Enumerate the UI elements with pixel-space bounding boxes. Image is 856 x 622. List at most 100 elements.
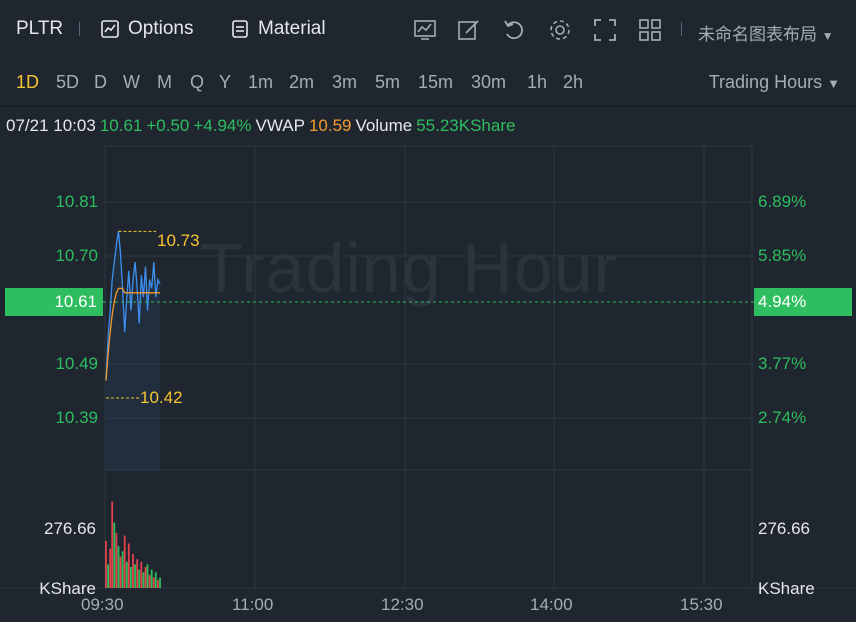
volume-bar — [123, 535, 126, 588]
trading-hours-selector[interactable]: Trading Hours ▼ — [709, 72, 840, 93]
timeframe-2h[interactable]: 2h — [563, 72, 584, 92]
volume-bar — [105, 540, 107, 588]
options-label: Options — [128, 18, 194, 39]
timeframe-y[interactable]: Y — [219, 72, 232, 92]
volume-bar — [132, 554, 134, 588]
vwap-value: 10.59 — [308, 116, 352, 135]
header-divider — [0, 106, 856, 107]
volume-bar — [127, 543, 130, 588]
volume-bar — [117, 546, 120, 588]
volume-bar — [142, 572, 145, 588]
volume-bar — [134, 564, 136, 588]
volume-unit-right: KShare — [758, 579, 815, 598]
top-toolbar: PLTR Options Material 未命名图表布局 ▼ — [0, 0, 856, 60]
quote-datetime: 07/21 10:03 — [6, 116, 96, 135]
pct-tick-right: 3.77% — [758, 354, 807, 373]
grid-layout-icon[interactable] — [637, 17, 663, 43]
volume-bar — [159, 577, 161, 588]
time-tick: 11:00 — [232, 595, 274, 614]
price-tick-left: 10.49 — [55, 354, 98, 373]
current-price-marker: 10.61 — [5, 288, 103, 316]
material-label: Material — [258, 18, 326, 39]
volume-bar — [115, 533, 118, 588]
symbol-button[interactable]: PLTR — [16, 18, 63, 40]
volume-bar — [154, 572, 157, 588]
volume-value: 55.23KShare — [416, 116, 516, 135]
timeframe-q[interactable]: Q — [190, 72, 205, 92]
toolbar-divider — [681, 22, 682, 36]
trading-hours-label: Trading Hours — [708, 72, 823, 92]
low-price-label: 10.42 — [140, 388, 183, 407]
timeframe-5d[interactable]: 5D — [56, 72, 80, 92]
volume-bar — [144, 567, 147, 588]
volume-bar — [109, 548, 112, 588]
volume-tick-right: 276.66 — [758, 519, 810, 538]
timeframe-1m[interactable]: 1m — [248, 72, 274, 92]
volume-bar — [113, 522, 116, 588]
undo-icon[interactable] — [501, 17, 527, 43]
time-tick: 12:30 — [381, 595, 424, 614]
price-tick-left: 10.81 — [55, 192, 98, 211]
options-button[interactable]: Options — [100, 18, 193, 40]
quote-change: +0.50 — [146, 116, 190, 135]
timeframe-3m[interactable]: 3m — [332, 72, 358, 92]
volume-tick-left: 276.66 — [44, 519, 96, 538]
layout-name-label: 未命名图表布局 — [698, 25, 817, 44]
volume-bar — [121, 551, 124, 588]
volume-bar — [107, 564, 109, 588]
plot-border — [104, 145, 753, 589]
draw-icon[interactable] — [456, 17, 482, 43]
volume-bar — [136, 559, 139, 588]
timeframe-5m[interactable]: 5m — [375, 72, 401, 92]
volume-bar — [148, 574, 151, 588]
symbol-label: PLTR — [16, 18, 64, 39]
options-chart-icon — [101, 20, 119, 38]
volume-bar — [125, 561, 128, 588]
chevron-down-icon: ▼ — [821, 29, 834, 43]
volume-bar — [111, 501, 114, 588]
volume-bar — [119, 556, 122, 588]
timeframe-bar: Trading Hours ▼ 1D 5D D W M Q Y 1m 2m 3m 5m 15m 30m 1… — [0, 60, 856, 106]
vwap-label: VWAP — [255, 116, 305, 135]
settings-icon[interactable] — [547, 17, 573, 43]
timeframe-1h[interactable]: 1h — [527, 72, 548, 92]
quote-price: 10.61 — [99, 116, 143, 135]
volume-bar — [157, 580, 159, 588]
current-pct-marker: 4.94% — [754, 288, 852, 316]
chart-watermark: Trading Hour — [200, 229, 618, 307]
time-tick: 09:30 — [81, 595, 124, 614]
fullscreen-icon[interactable] — [592, 17, 618, 43]
volume-label: Volume — [355, 116, 413, 135]
quote-change-pct: +4.94% — [193, 116, 252, 135]
indicator-icon[interactable] — [412, 17, 438, 43]
quote-info-bar: 07/21 10:03 10.61 +0.50 +4.94% VWAP 10.59 Volu… — [6, 116, 519, 136]
timeframe-15m[interactable]: 15m — [418, 72, 454, 92]
timeframe-1d[interactable]: 1D — [16, 72, 40, 92]
time-tick: 14:00 — [530, 595, 573, 614]
timeframe-w[interactable]: W — [123, 72, 140, 92]
timeframe-m[interactable]: M — [157, 72, 172, 92]
chevron-down-icon: ▼ — [827, 76, 840, 91]
pct-tick-right: 2.74% — [758, 408, 807, 427]
pct-tick-right: 5.85% — [758, 246, 807, 265]
toolbar-divider — [79, 22, 80, 36]
timeframe-d[interactable]: D — [94, 72, 107, 92]
pct-tick-right: 6.89% — [758, 192, 807, 211]
timeframe-2m[interactable]: 2m — [289, 72, 315, 92]
material-button[interactable]: Material — [230, 18, 326, 40]
volume-unit-left: KShare — [39, 579, 96, 598]
volume-bar — [146, 564, 149, 588]
volume-bar — [152, 577, 155, 588]
layout-selector[interactable]: 未命名图表布局 ▼ — [698, 20, 834, 45]
high-price-label: 10.73 — [157, 231, 200, 250]
vwap-line — [105, 287, 160, 381]
timeframe-30m[interactable]: 30m — [471, 72, 507, 92]
volume-bar — [130, 567, 132, 588]
time-tick: 15:30 — [680, 595, 723, 614]
material-document-icon — [232, 20, 248, 38]
price-line — [105, 231, 161, 381]
price-tick-left: 10.70 — [55, 246, 98, 265]
volume-bar — [140, 561, 143, 588]
price-tick-left: 10.39 — [55, 408, 98, 427]
